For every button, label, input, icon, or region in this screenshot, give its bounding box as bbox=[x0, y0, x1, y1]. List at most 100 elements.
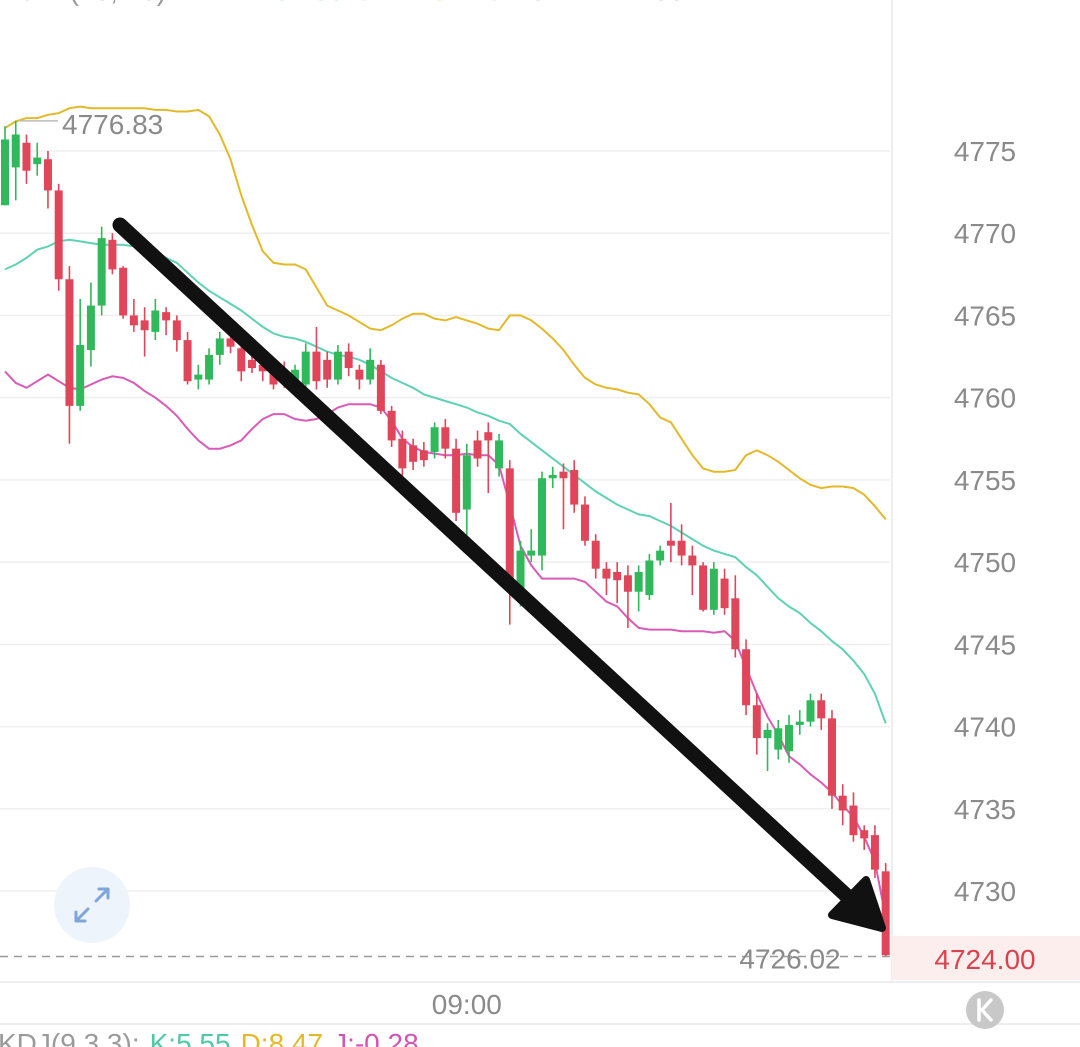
arrow-shaft bbox=[112, 217, 856, 905]
candle-body bbox=[162, 312, 171, 321]
candle-body bbox=[785, 724, 794, 752]
min-label: 4726.02 bbox=[739, 944, 840, 975]
candle-body bbox=[870, 835, 879, 870]
candle-body bbox=[76, 345, 85, 406]
candle-body bbox=[344, 351, 353, 369]
candle-body bbox=[709, 568, 718, 610]
y-tick-label: 4750 bbox=[954, 547, 1016, 578]
candle-body bbox=[97, 238, 106, 306]
candle-body bbox=[419, 450, 428, 461]
candle-body bbox=[570, 470, 579, 505]
candle-body bbox=[881, 871, 890, 956]
indicator-header: MID:4737.83 bbox=[184, 0, 344, 6]
candle-body bbox=[731, 598, 740, 650]
candle-body bbox=[108, 239, 117, 270]
candle-body bbox=[849, 805, 858, 836]
candle-body bbox=[1, 139, 9, 206]
candle-body bbox=[795, 721, 804, 725]
candle-body bbox=[623, 575, 632, 592]
candle-body bbox=[495, 440, 504, 469]
candle-body bbox=[312, 351, 321, 382]
candle-body bbox=[645, 560, 654, 596]
max-label: 4776.83 bbox=[62, 109, 163, 140]
candle-body bbox=[763, 729, 772, 739]
expand-button-bg[interactable] bbox=[54, 867, 130, 943]
reset-icon[interactable] bbox=[977, 998, 993, 1022]
candle-body bbox=[720, 578, 729, 609]
expand-icon[interactable] bbox=[74, 887, 110, 923]
candle-body bbox=[301, 351, 310, 385]
candle-body bbox=[269, 369, 278, 385]
indicator-header: UP:4751.16 bbox=[354, 0, 502, 6]
y-tick-label: 4755 bbox=[954, 465, 1016, 496]
candle-body bbox=[398, 438, 407, 469]
candle-body bbox=[22, 142, 31, 171]
candle-body bbox=[441, 427, 450, 449]
candle-body bbox=[258, 364, 267, 372]
candle-body bbox=[838, 795, 847, 811]
candle-body bbox=[215, 338, 224, 355]
y-tick-label: 4740 bbox=[954, 712, 1016, 743]
candle-body bbox=[430, 427, 439, 452]
candle-body bbox=[65, 279, 74, 406]
x-tick-label: 09:00 bbox=[432, 989, 502, 1020]
y-tick-label: 4760 bbox=[954, 383, 1016, 414]
candle-body bbox=[774, 728, 783, 750]
indicator-header: LOW:4724.50 bbox=[512, 0, 684, 6]
candle-body bbox=[119, 267, 128, 316]
candle-body bbox=[516, 550, 525, 591]
reset-button-bg[interactable] bbox=[966, 991, 1004, 1029]
candle-body bbox=[548, 474, 557, 479]
candle-body bbox=[129, 315, 138, 326]
candle-body bbox=[183, 340, 192, 382]
grid-layer bbox=[0, 150, 890, 892]
candle-body bbox=[452, 448, 461, 513]
candle-body bbox=[151, 310, 160, 332]
candle-body bbox=[559, 471, 568, 479]
candle-body bbox=[806, 700, 815, 722]
candle-body bbox=[205, 354, 214, 380]
candle-body bbox=[527, 550, 536, 556]
candle-body bbox=[194, 374, 203, 380]
candle-body bbox=[752, 705, 761, 739]
indicator-header: K:5.55 bbox=[150, 1028, 231, 1047]
candle-body bbox=[742, 649, 751, 706]
y-tick-label: 4770 bbox=[954, 218, 1016, 249]
candle-body bbox=[656, 550, 665, 561]
candle-body bbox=[613, 571, 622, 581]
indicator-line bbox=[4, 105, 887, 521]
candle-body bbox=[580, 504, 589, 541]
candle-body bbox=[699, 565, 708, 610]
y-tick-label: 4735 bbox=[954, 794, 1016, 825]
candle-body bbox=[827, 718, 836, 796]
candle-body bbox=[33, 157, 42, 165]
candle-body bbox=[409, 445, 418, 462]
indicator-header: KDJ(9,3,3): bbox=[0, 1028, 140, 1047]
candle-body bbox=[602, 568, 611, 579]
candle-body bbox=[248, 359, 257, 369]
candle-body bbox=[172, 320, 181, 341]
indicator-header: BOLL(20,2.0): bbox=[0, 0, 174, 6]
candle-body bbox=[387, 410, 396, 441]
candle-body bbox=[290, 369, 299, 380]
candle-body bbox=[462, 455, 471, 510]
candle-body bbox=[817, 700, 826, 719]
reset-button[interactable] bbox=[966, 991, 1004, 1029]
candle-body bbox=[323, 359, 332, 380]
candle-body bbox=[860, 830, 869, 839]
candle-body bbox=[54, 190, 63, 280]
expand-button[interactable] bbox=[54, 867, 130, 943]
arrow-head bbox=[828, 876, 886, 932]
last-price-label: 4724.00 bbox=[934, 944, 1035, 975]
candle-body bbox=[634, 571, 643, 592]
candle-body bbox=[473, 440, 482, 459]
candle-body bbox=[688, 555, 697, 566]
candle-body bbox=[366, 359, 375, 380]
candle-body bbox=[355, 369, 364, 380]
y-tick-label: 4775 bbox=[954, 136, 1016, 167]
candle-body bbox=[333, 351, 342, 380]
indicator-header: J:-0.28 bbox=[333, 1028, 419, 1047]
candle-body bbox=[538, 478, 546, 556]
